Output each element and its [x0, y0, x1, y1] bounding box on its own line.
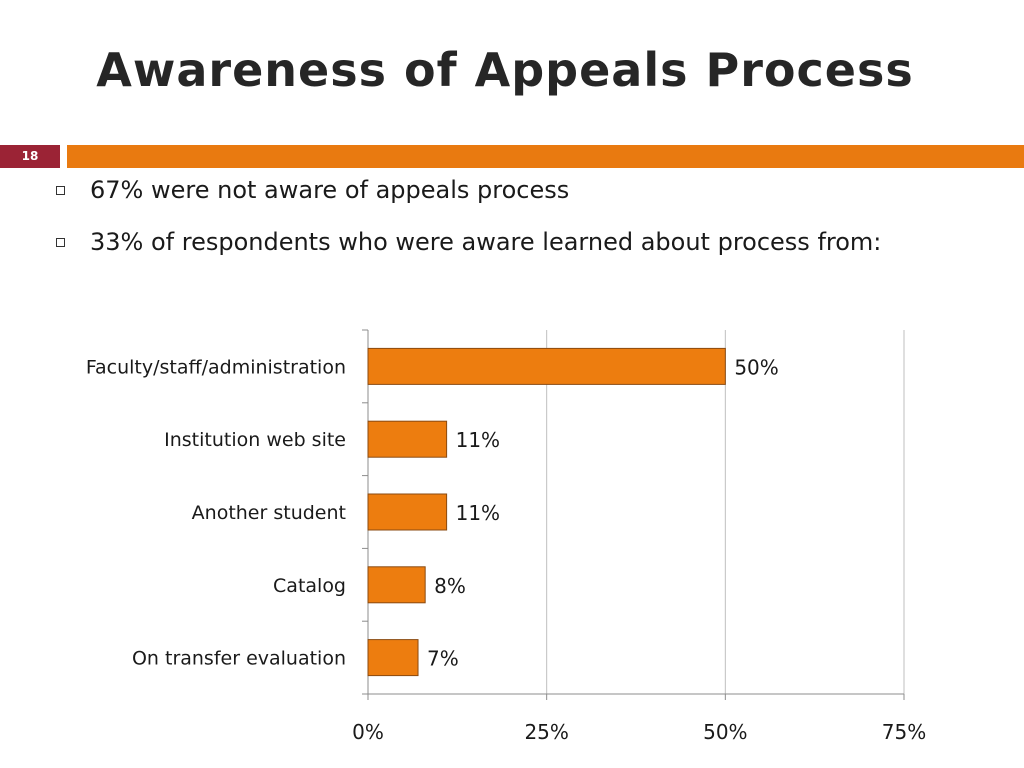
bullet-text: 67% were not aware of appeals process: [90, 176, 570, 204]
bullet-text: 33% of respondents who were aware learne…: [90, 228, 882, 256]
category-label: Institution web site: [164, 429, 346, 451]
bullet-list: 67% were not aware of appeals process 33…: [56, 172, 956, 276]
square-bullet-icon: [56, 238, 65, 247]
slide-title: Awareness of Appeals Process: [96, 43, 914, 97]
data-label: 8%: [434, 574, 466, 598]
data-label: 7%: [427, 647, 459, 671]
header-accent-bar: [67, 145, 1024, 168]
slide-number: 18: [0, 145, 60, 168]
category-label: Catalog: [273, 575, 346, 597]
x-tick-label: 25%: [524, 720, 568, 744]
bar: [367, 420, 448, 458]
x-tick-label: 50%: [703, 720, 747, 744]
bar: [367, 493, 448, 531]
data-label: 11%: [456, 501, 500, 525]
category-label: On transfer evaluation: [132, 648, 346, 670]
category-label: Faculty/staff/administration: [86, 356, 346, 378]
bullet-item: 33% of respondents who were aware learne…: [56, 224, 956, 260]
bar: [367, 566, 426, 604]
data-label: 50%: [734, 355, 778, 379]
square-bullet-icon: [56, 186, 65, 195]
x-tick-label: 75%: [882, 720, 926, 744]
category-label: Another student: [192, 502, 346, 524]
bar: [367, 347, 726, 385]
data-label: 11%: [456, 428, 500, 452]
bar: [367, 639, 419, 677]
x-tick-label: 0%: [352, 720, 384, 744]
bullet-item: 67% were not aware of appeals process: [56, 172, 956, 208]
